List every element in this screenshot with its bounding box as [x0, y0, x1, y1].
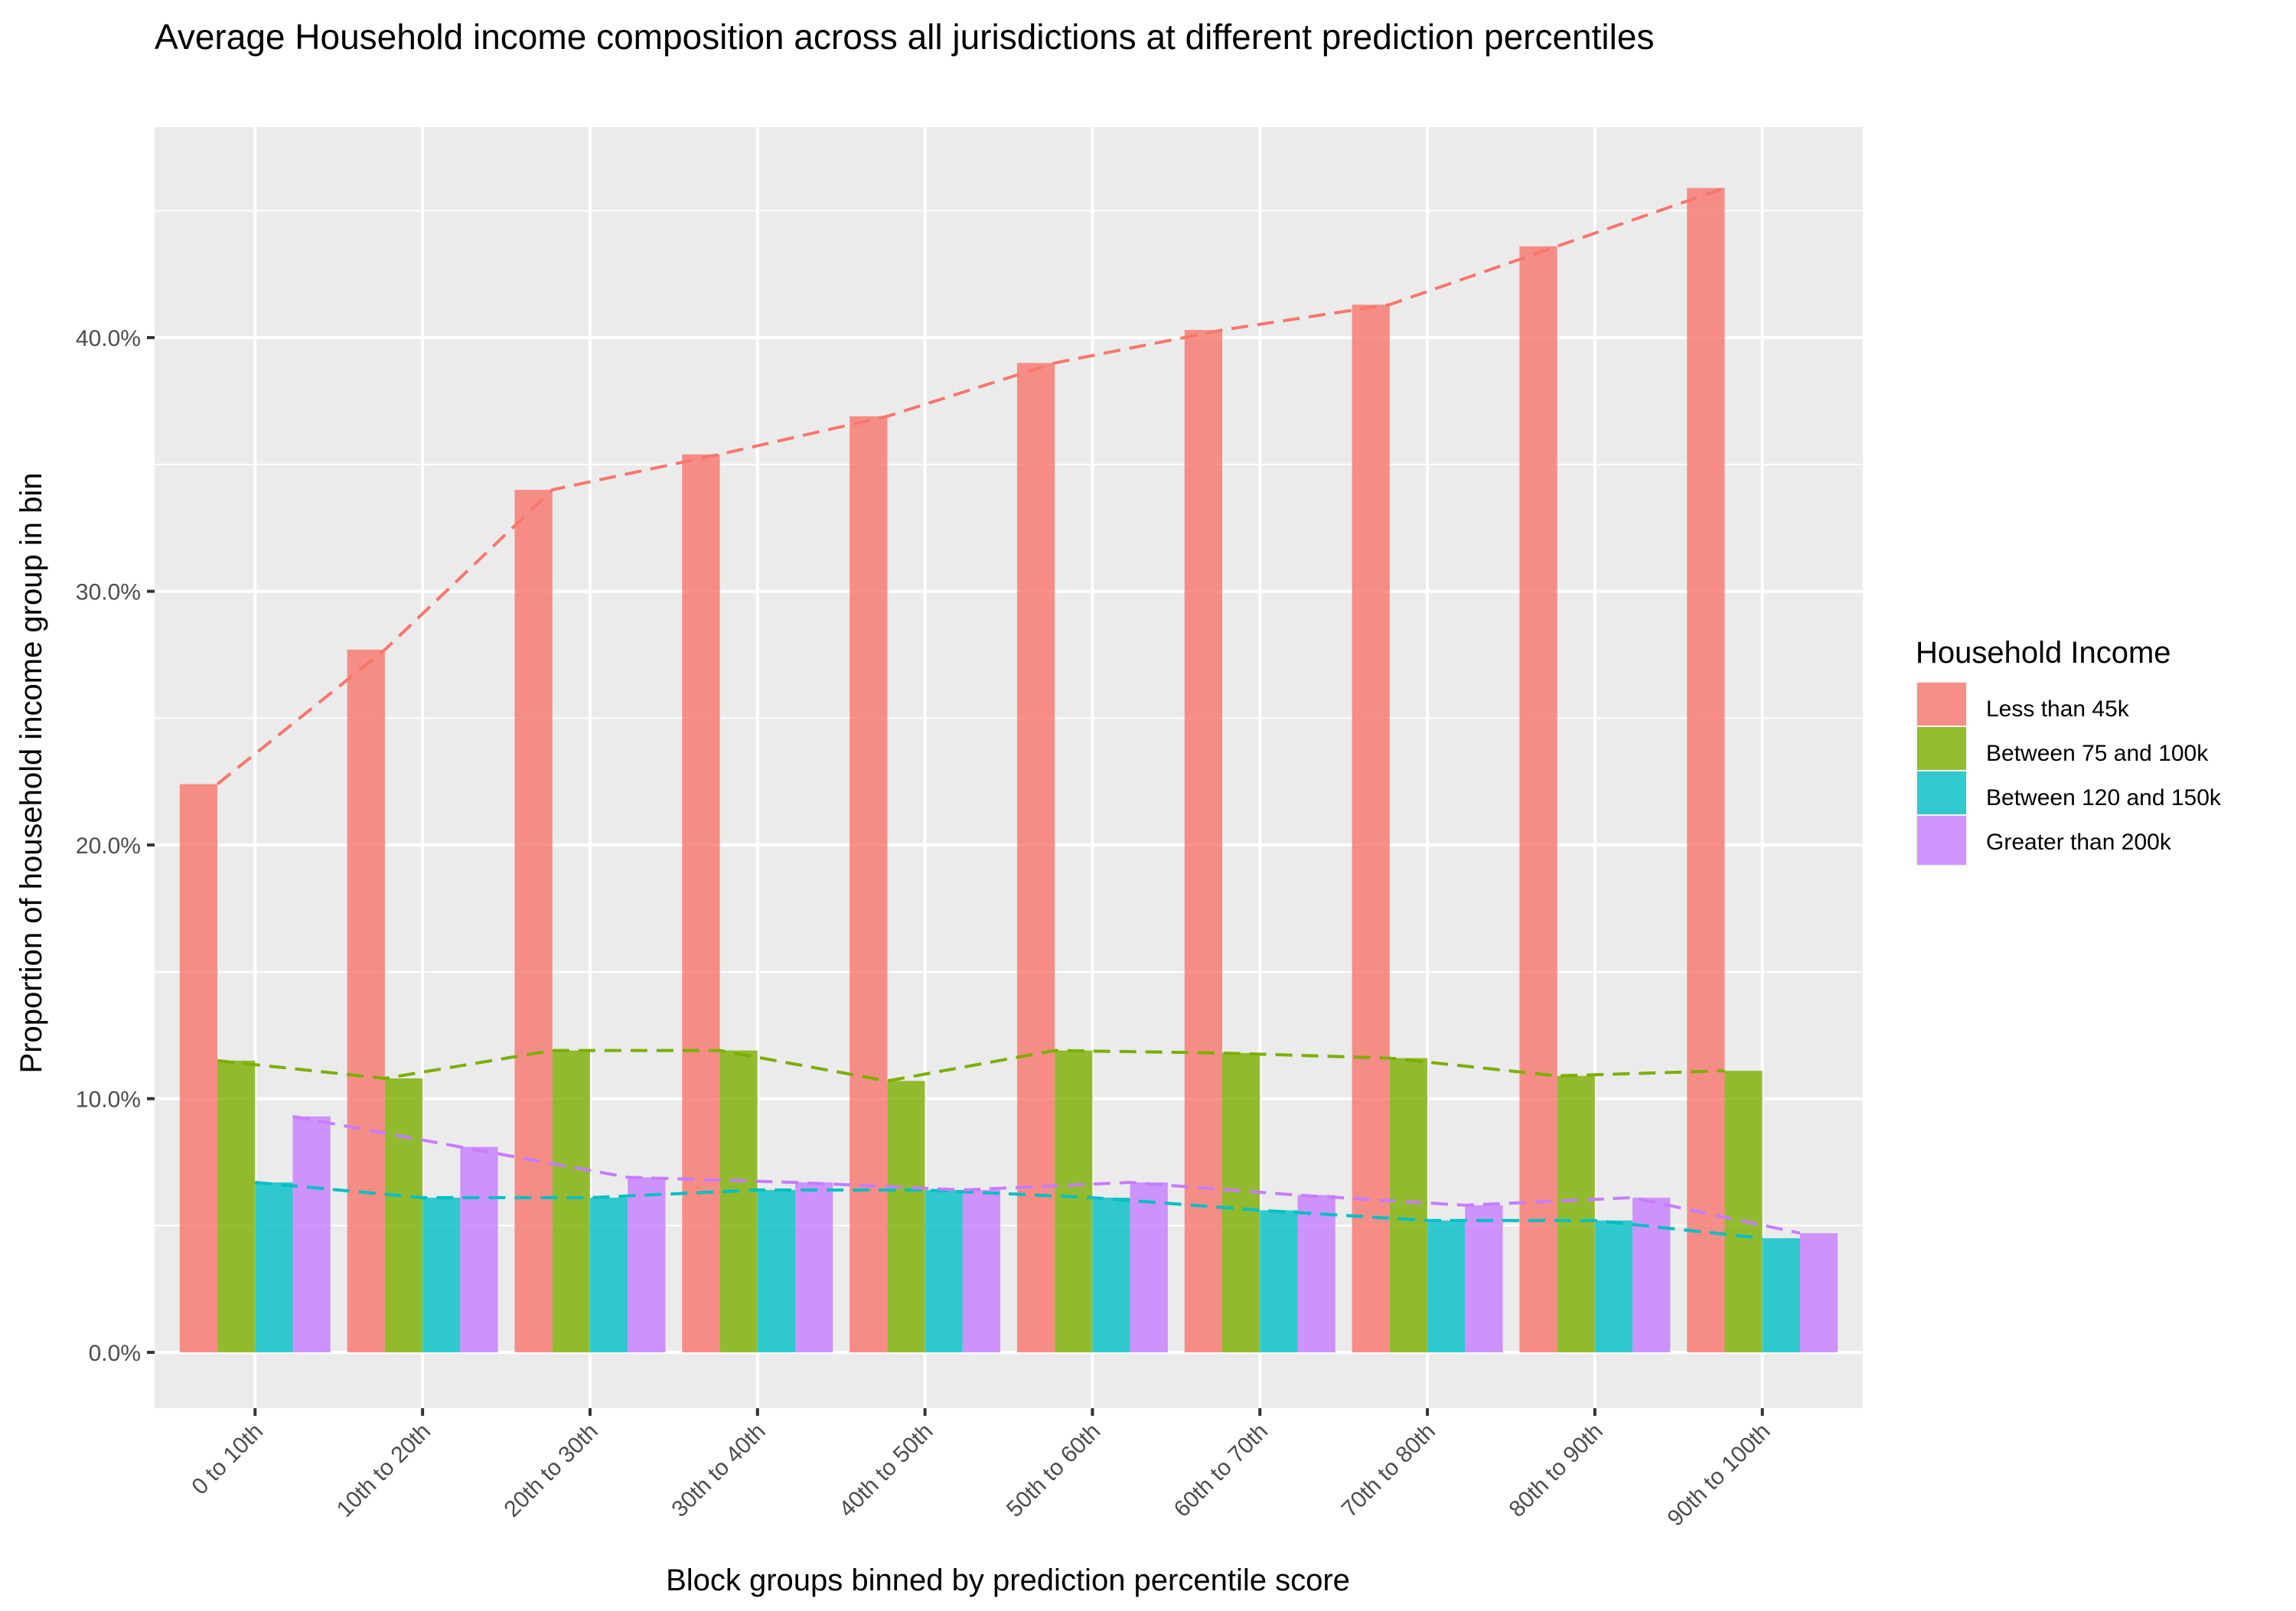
x-tick-label: 80th to 90th [1504, 1419, 1607, 1522]
legend-label: Between 120 and 150k [1986, 785, 2222, 810]
y-tick-label: 0.0% [89, 1341, 141, 1366]
bars [179, 188, 1838, 1353]
bar [422, 1197, 461, 1353]
bar [1055, 1050, 1093, 1353]
bar [1092, 1197, 1130, 1353]
bar [1297, 1195, 1336, 1353]
bar [292, 1116, 331, 1353]
bar [962, 1189, 1001, 1353]
series-trend-line [216, 186, 1726, 786]
bar [1130, 1182, 1168, 1353]
legend-label: Less than 45k [1986, 696, 2130, 722]
y-tick-label: 10.0% [76, 1088, 141, 1113]
bar [1389, 1058, 1428, 1353]
bar [887, 1081, 925, 1353]
x-tick-label: 40th to 50th [834, 1419, 938, 1522]
y-axis-label: Proportion of household income group in … [15, 473, 48, 1074]
x-tick-label: 60th to 70th [1169, 1419, 1273, 1522]
bar [1260, 1210, 1298, 1353]
bar [682, 454, 720, 1353]
bar [1762, 1238, 1800, 1353]
bar [757, 1189, 795, 1353]
legend: Household Income Less than 45k Between 75 … [1916, 636, 2222, 866]
bar [1184, 330, 1222, 1353]
x-tick-label: 10th to 20th [332, 1419, 435, 1522]
y-tick-label: 30.0% [76, 580, 141, 605]
legend-label: Greater than 200k [1986, 830, 2172, 855]
legend-label: Between 75 and 100k [1986, 741, 2209, 766]
bar [217, 1060, 256, 1353]
bar [1222, 1052, 1261, 1353]
y-tick-label: 20.0% [76, 833, 141, 859]
bar [850, 416, 888, 1353]
bar [1465, 1205, 1503, 1353]
x-tick-label: 20th to 30th [500, 1419, 603, 1522]
legend-key [1917, 816, 1966, 865]
x-tick-label: 90th to 100th [1662, 1419, 1775, 1531]
x-tick-label: 30th to 40th [667, 1419, 770, 1522]
bar [552, 1050, 590, 1353]
bar [1687, 188, 1725, 1353]
bar [925, 1189, 963, 1353]
bar [179, 784, 218, 1353]
bar [460, 1146, 498, 1353]
bar [514, 490, 553, 1353]
legend-key [1917, 771, 1966, 820]
bar [1724, 1071, 1763, 1353]
y-tick-label: 40.0% [76, 326, 141, 351]
bar [719, 1050, 758, 1353]
bar [1519, 246, 1557, 1353]
x-axis-label: Block groups binned by prediction percen… [666, 1564, 1350, 1597]
bar [384, 1078, 423, 1353]
bar [1427, 1220, 1466, 1353]
bar [795, 1182, 833, 1353]
bar [1632, 1197, 1671, 1353]
x-tick-label: 0 to 10th [187, 1419, 268, 1500]
bar [589, 1197, 628, 1353]
bar [255, 1182, 293, 1353]
bar [628, 1177, 666, 1353]
y-axis: 0.0% 10.0% 20.0% 30.0% 40.0% [76, 326, 155, 1366]
bar [1352, 305, 1390, 1353]
legend-key [1917, 683, 1966, 732]
bar [1799, 1233, 1838, 1353]
series-trend-line [217, 1048, 1725, 1083]
chart-title: Average Household income composition acr… [155, 17, 1654, 57]
x-axis: 0 to 10th 10th to 20th 20th to 30th 30th to… [187, 1408, 1776, 1531]
legend-key [1917, 727, 1966, 776]
series-trend-line [255, 1181, 1763, 1240]
bar [347, 649, 385, 1353]
trend-lines [216, 186, 1801, 1240]
bar [1557, 1075, 1595, 1353]
x-tick-label: 70th to 80th [1337, 1419, 1440, 1522]
legend-title: Household Income [1916, 636, 2171, 670]
bar [1016, 363, 1055, 1353]
bar [1594, 1220, 1633, 1353]
x-tick-label: 50th to 60th [1002, 1419, 1105, 1522]
series-trend-line [292, 1114, 1801, 1235]
